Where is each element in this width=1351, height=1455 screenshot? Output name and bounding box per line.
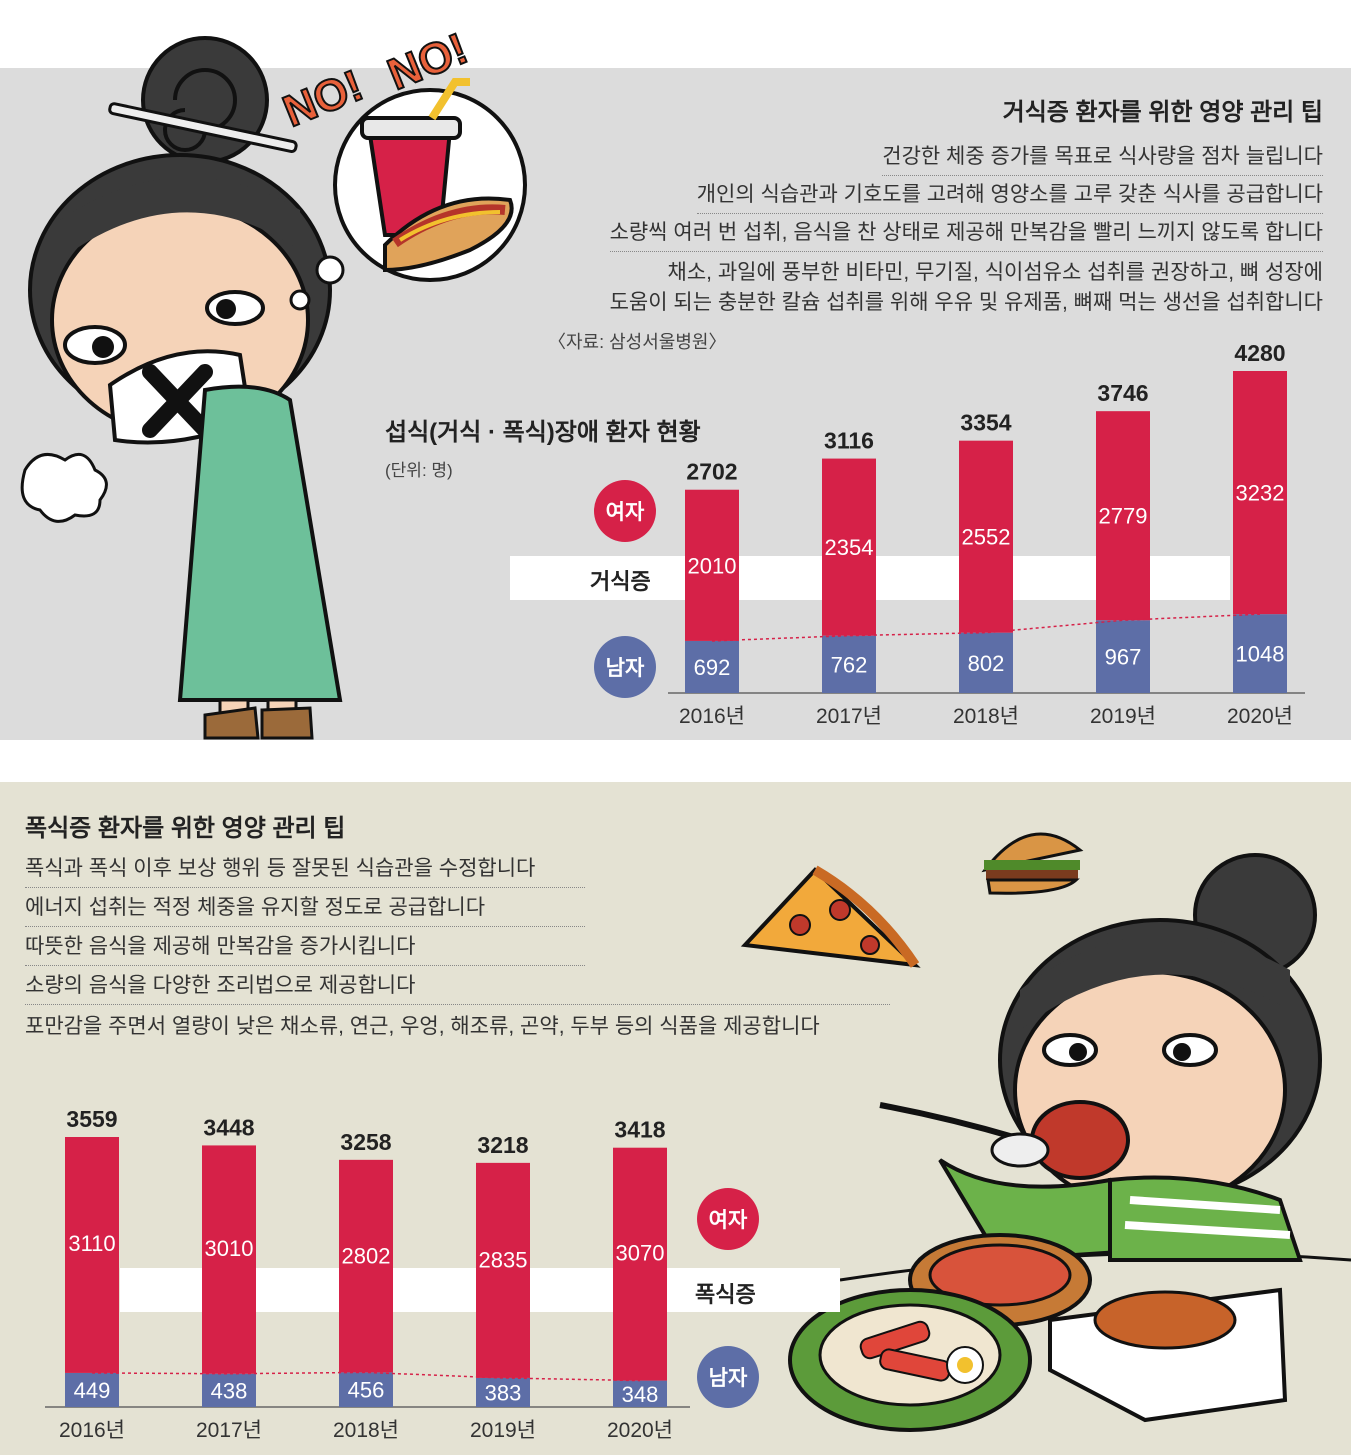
bar-male-2018년 bbox=[339, 1372, 393, 1407]
anorexia-tip-1: 건강한 체중 증가를 목표로 식사량을 점차 늘립니다 bbox=[882, 140, 1323, 176]
label-total-2017년: 3448 bbox=[203, 1114, 254, 1140]
bar-female-2017년 bbox=[202, 1145, 256, 1374]
tick-2017년: 2017년 bbox=[196, 1419, 262, 1442]
bar-male-2019년 bbox=[1096, 620, 1150, 693]
male-badge-top: 남자 bbox=[594, 636, 656, 698]
tick-2016년: 2016년 bbox=[679, 705, 745, 728]
bar-male-2017년 bbox=[202, 1373, 256, 1407]
label-female-2019년: 2835 bbox=[479, 1248, 528, 1273]
anorexia-tip-4b: 도움이 되는 충분한 칼슘 섭취를 위해 우유 및 유제품, 뼈째 먹는 생선을… bbox=[609, 291, 1323, 314]
label-female-2016년: 2010 bbox=[688, 553, 737, 578]
label-male-2016년: 692 bbox=[694, 655, 731, 680]
label-female-2020년: 3070 bbox=[616, 1241, 665, 1266]
tick-2019년: 2019년 bbox=[1090, 705, 1156, 728]
label-male-2017년: 438 bbox=[211, 1378, 248, 1403]
label-total-2016년: 3559 bbox=[66, 1106, 117, 1132]
label-female-2016년: 3110 bbox=[68, 1231, 115, 1256]
male-trend-line bbox=[91, 1371, 641, 1382]
refusing-girl-illustration: NO! NO! bbox=[20, 23, 527, 740]
anorexia-tip-4a: 채소, 과일에 풍부한 비타민, 무기질, 식이섬유소 섭취를 권장하고, 뼈 … bbox=[667, 261, 1323, 284]
label-total-2020년: 4280 bbox=[1234, 340, 1285, 366]
bar-male-2020년 bbox=[613, 1380, 667, 1407]
label-total-2016년: 2702 bbox=[686, 459, 737, 485]
bar-female-2016년 bbox=[685, 489, 739, 641]
label-female-2018년: 2552 bbox=[962, 525, 1011, 550]
chart-title: 섭식(거식 · 폭식)장애 환자 현황 bbox=[385, 419, 701, 446]
tick-2020년: 2020년 bbox=[607, 1419, 673, 1442]
tick-2016년: 2016년 bbox=[59, 1419, 125, 1442]
label-female-2017년: 2354 bbox=[825, 535, 874, 560]
label-total-2018년: 3258 bbox=[340, 1129, 391, 1155]
label-male-2018년: 802 bbox=[968, 651, 1005, 676]
anorexia-band-label: 거식증 bbox=[590, 569, 651, 594]
anorexia-tip-3: 소량씩 여러 번 섭취, 음식을 찬 상태로 제공해 만복감을 빨리 느끼지 않… bbox=[609, 216, 1323, 252]
bar-male-2017년 bbox=[822, 635, 876, 693]
tick-2019년: 2019년 bbox=[470, 1419, 536, 1442]
anorexia-tips-title: 거식증 환자를 위한 영양 관리 팁 bbox=[1002, 99, 1323, 126]
tick-2018년: 2018년 bbox=[953, 705, 1019, 728]
bar-female-2018년 bbox=[339, 1159, 393, 1373]
label-female-2019년: 2779 bbox=[1099, 504, 1148, 529]
bulimia-band-label: 폭식증 bbox=[695, 1282, 756, 1307]
bar-male-2019년 bbox=[476, 1377, 530, 1407]
bulimia-tip-3: 따뜻한 음식을 제공해 만복감을 증가시킵니다 bbox=[25, 930, 585, 966]
male-badge-bottom: 남자 bbox=[697, 1346, 759, 1408]
label-male-2019년: 967 bbox=[1105, 645, 1142, 670]
bar-female-2020년 bbox=[1233, 371, 1287, 615]
tick-2020년: 2020년 bbox=[1227, 705, 1293, 728]
bar-male-2018년 bbox=[959, 632, 1013, 693]
anorexia-tip-2: 개인의 식습관과 기호도를 고려해 영양소를 고루 갖춘 식사를 공급합니다 bbox=[696, 178, 1323, 214]
label-male-2018년: 456 bbox=[348, 1378, 385, 1403]
bar-female-2018년 bbox=[959, 440, 1013, 633]
bar-female-2020년 bbox=[613, 1147, 667, 1381]
label-male-2019년: 383 bbox=[485, 1380, 522, 1405]
label-male-2016년: 449 bbox=[74, 1378, 111, 1403]
bar-male-2020년 bbox=[1233, 614, 1287, 693]
source-note: 〈자료: 삼성서울병원〉 bbox=[548, 332, 727, 352]
label-male-2020년: 1048 bbox=[1236, 642, 1285, 667]
bulimia-tips-title: 폭식증 환자를 위한 영양 관리 팁 bbox=[25, 815, 346, 842]
bulimia-tip-4: 소량의 음식을 다양한 조리법으로 제공합니다 bbox=[25, 969, 890, 1005]
bar-male-2016년 bbox=[65, 1372, 119, 1407]
bar-female-2016년 bbox=[65, 1137, 119, 1373]
female-badge-top: 여자 bbox=[594, 480, 656, 542]
tick-2018년: 2018년 bbox=[333, 1419, 399, 1442]
label-female-2018년: 2802 bbox=[342, 1243, 391, 1268]
label-total-2020년: 3418 bbox=[614, 1117, 665, 1143]
bar-female-2019년 bbox=[476, 1162, 530, 1378]
bulimia-tip-1: 폭식과 폭식 이후 보상 행위 등 잘못된 식습관을 수정합니다 bbox=[25, 852, 585, 888]
bulimia-tip-5: 포만감을 주면서 열량이 낮은 채소류, 연근, 우엉, 해조류, 곤약, 두부… bbox=[25, 1015, 820, 1038]
label-male-2017년: 762 bbox=[831, 652, 868, 677]
unit-label: (단위: 명) bbox=[385, 461, 453, 480]
female-badge-bottom: 여자 bbox=[697, 1188, 759, 1250]
label-total-2017년: 3116 bbox=[824, 428, 874, 454]
bulimia-tip-2: 에너지 섭취는 적정 체중을 유지할 정도로 공급합니다 bbox=[25, 891, 585, 927]
anorexia-chart: 692 2010 2702 2016년 762 2354 3116 2017년 802 2552 3… bbox=[668, 340, 1305, 728]
label-male-2020년: 348 bbox=[622, 1382, 659, 1407]
tick-2017년: 2017년 bbox=[816, 705, 882, 728]
label-total-2019년: 3218 bbox=[477, 1132, 528, 1158]
label-female-2020년: 3232 bbox=[1236, 481, 1285, 506]
bar-female-2019년 bbox=[1096, 411, 1150, 621]
label-total-2019년: 3746 bbox=[1097, 380, 1148, 406]
label-total-2018년: 3354 bbox=[960, 410, 1011, 436]
label-female-2017년: 3010 bbox=[205, 1236, 254, 1261]
bar-female-2017년 bbox=[822, 458, 876, 636]
male-trend-line bbox=[711, 613, 1261, 642]
bar-male-2016년 bbox=[685, 640, 739, 693]
